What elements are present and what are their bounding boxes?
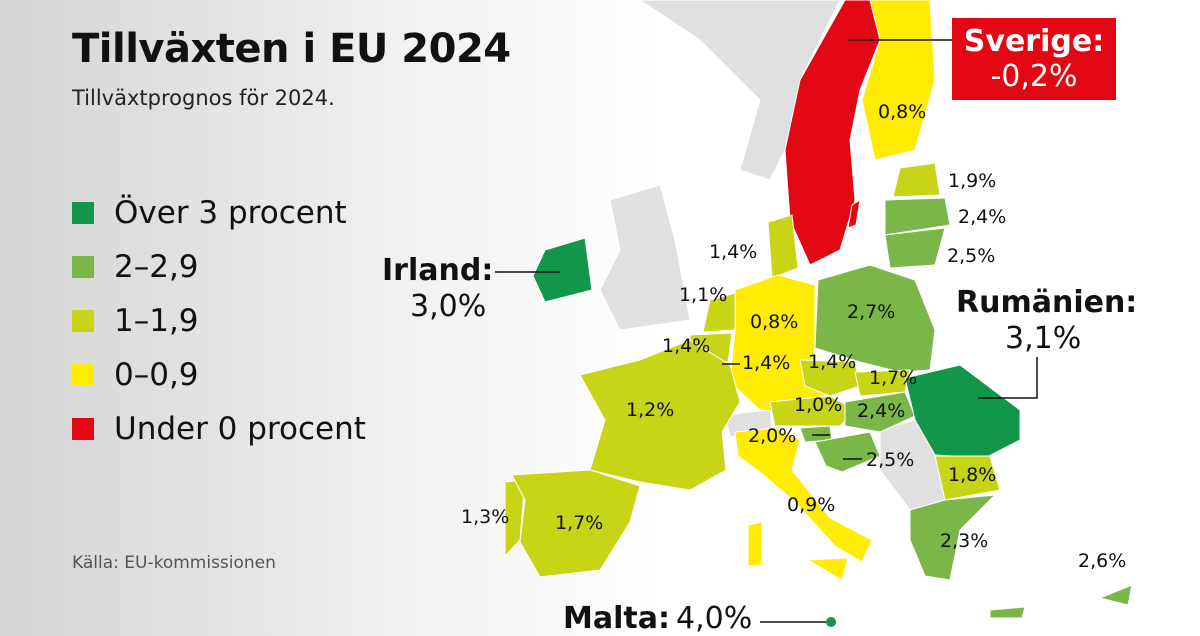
legend-label: Under 0 procent [114, 411, 366, 447]
legend-label: Över 3 procent [114, 195, 347, 231]
legend: Över 3 procent 2–2,9 1–1,9 0–0,9 Under 0… [72, 186, 366, 456]
label-hungary: 2,4% [857, 400, 906, 422]
legend-swatch [72, 364, 94, 386]
callout-irland-value: 3,0% [410, 289, 487, 324]
croatia-shape [814, 431, 881, 473]
estonia-shape [892, 162, 941, 198]
callout-rumanien-value: 3,1% [1005, 321, 1082, 356]
cyprus-shape [1098, 584, 1133, 606]
legend-item: Under 0 procent [72, 402, 366, 456]
legend-label: 1–1,9 [114, 303, 199, 339]
legend-swatch [72, 310, 94, 332]
poland-shape [814, 264, 936, 373]
callout-rumanien-name: Rumänien: [956, 285, 1138, 320]
subtitle: Tillväxtprognos för 2024. [72, 86, 335, 110]
legend-swatch [72, 418, 94, 440]
callout-name: Sverige: [963, 24, 1105, 59]
gotland-shape [847, 198, 861, 229]
label-austria: 1,0% [794, 394, 843, 416]
latvia-shape [884, 197, 951, 236]
label-croatia: 2,5% [866, 449, 915, 471]
legend-label: 0–0,9 [114, 357, 199, 393]
germany-shape [729, 274, 826, 413]
crete-shape [989, 606, 1026, 619]
source-note: Källa: EU-kommissionen [72, 553, 276, 573]
greece-shape [909, 494, 997, 581]
label-germany: 0,8% [750, 311, 799, 333]
malta-dot [826, 617, 836, 627]
label-netherlands: 1,1% [679, 284, 728, 306]
callout-irland-name: Irland: [382, 253, 494, 288]
legend-label: 2–2,9 [114, 249, 199, 285]
romania-shape [904, 364, 1021, 459]
callout-sverige: Sverige: -0,2% [952, 18, 1116, 100]
sicily-shape [806, 557, 849, 581]
callout-value: 4,0% [676, 601, 753, 636]
label-finland: 0,8% [878, 101, 927, 123]
label-italy: 0,9% [787, 494, 836, 516]
rumanien-pointer [978, 357, 1038, 399]
bulgaria-shape [934, 455, 1001, 501]
uk-shape [599, 184, 691, 331]
legend-swatch [72, 202, 94, 224]
label-greece: 2,3% [940, 530, 989, 552]
callout-malta: Malta: 4,0% [563, 604, 752, 634]
denmark-shape [767, 214, 799, 279]
legend-item: 0–0,9 [72, 348, 366, 402]
spain-shape [511, 469, 641, 578]
legend-item: 1–1,9 [72, 294, 366, 348]
label-denmark: 1,4% [709, 241, 758, 263]
page-title: Tillväxten i EU 2024 [72, 26, 511, 72]
netherlands-shape [702, 292, 736, 333]
label-czechia: 1,4% [808, 351, 857, 373]
label-slovakia: 1,7% [869, 367, 918, 389]
legend-swatch [72, 256, 94, 278]
lithuania-shape [884, 227, 946, 269]
callout-name: Malta: [563, 601, 670, 636]
france-shape [579, 339, 741, 491]
legend-item: Över 3 procent [72, 186, 366, 240]
legend-item: 2–2,9 [72, 240, 366, 294]
label-estonia: 1,9% [948, 170, 997, 192]
label-spain: 1,7% [555, 512, 604, 534]
callout-value: -0,2% [990, 59, 1078, 94]
italy-shape [734, 427, 873, 563]
label-poland: 2,7% [847, 301, 896, 323]
label-france: 1,2% [626, 399, 675, 421]
czechia-shape [799, 359, 861, 397]
label-slovenia: 2,0% [748, 425, 797, 447]
label-latvia: 2,4% [958, 206, 1007, 228]
label-portugal: 1,3% [461, 506, 510, 528]
label-cyprus: 2,6% [1078, 550, 1127, 572]
ireland-shape [532, 237, 593, 303]
sardinia-shape [747, 521, 763, 567]
label-lithuania: 2,5% [947, 245, 996, 267]
label-bulgaria: 1,8% [948, 464, 997, 486]
hungary-shape [844, 391, 916, 433]
label-belgium: 1,4% [662, 335, 711, 357]
label-luxembourg: 1,4% [742, 352, 791, 374]
